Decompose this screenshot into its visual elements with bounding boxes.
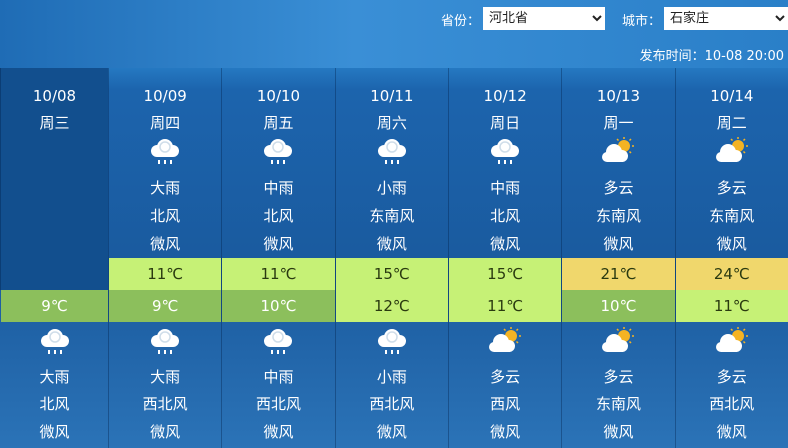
publish-time: 发布时间：10-08 20:00	[639, 49, 784, 64]
night-weather: 大雨	[39, 368, 70, 386]
date: 10/08	[32, 87, 77, 105]
weekday: 周四	[150, 114, 181, 132]
rain-icon	[261, 136, 295, 170]
high-temp: 15℃	[448, 258, 562, 290]
low-temp: 9℃	[109, 290, 222, 322]
weekday: 周五	[263, 114, 294, 132]
low-temp: 10℃	[222, 290, 335, 322]
low-temp: 11℃	[448, 290, 562, 322]
date: 10/13	[596, 87, 641, 105]
day-column: 10/14 周二 多云 东南风 微风 24℃ 11℃ 多云 西北风 微风	[674, 68, 788, 448]
high-temp: 11℃	[222, 258, 335, 290]
night-weather: 多云	[490, 368, 521, 386]
weekday: 周三	[39, 114, 70, 132]
night-weather: 多云	[603, 368, 634, 386]
day-wind-force: 微风	[716, 235, 747, 253]
city-select[interactable]: 石家庄	[664, 7, 788, 30]
date: 10/09	[143, 87, 187, 105]
day-weather: 小雨	[376, 179, 407, 197]
night-wind: 西北风	[142, 395, 188, 413]
night-wind-force: 微风	[716, 423, 747, 441]
rain-icon	[375, 326, 409, 360]
day-weather: 多云	[716, 179, 747, 197]
night-wind: 东南风	[595, 395, 641, 413]
night-wind-force: 微风	[376, 423, 407, 441]
day-column: 10/09 周四 大雨 北风 微风 11℃ 9℃ 大雨 西北风 微风	[108, 68, 222, 448]
day-wind: 北风	[490, 207, 521, 225]
day-wind: 东南风	[369, 207, 415, 225]
high-temp: 24℃	[675, 258, 788, 290]
high-temp: 21℃	[562, 258, 675, 290]
rain-icon	[148, 136, 182, 170]
night-weather: 中雨	[263, 368, 294, 386]
partly-cloudy-icon	[600, 326, 636, 360]
partly-cloudy-icon	[714, 136, 750, 170]
day-weather: 中雨	[490, 179, 521, 197]
night-wind-force: 微风	[603, 423, 634, 441]
rain-icon	[375, 136, 409, 170]
night-wind: 西风	[490, 395, 521, 413]
rain-icon	[38, 326, 72, 360]
weekday: 周一	[603, 114, 634, 132]
day-column: 10/12 周日 中雨 北风 微风 15℃ 11℃ 多云 西风 微风	[447, 68, 562, 448]
night-wind-force: 微风	[263, 423, 294, 441]
night-wind: 西北风	[369, 395, 415, 413]
rain-icon	[148, 326, 182, 360]
partly-cloudy-icon	[487, 326, 523, 360]
header-bar: 省份： 河北省 城市： 石家庄 发布时间：10-08 20:00	[0, 0, 788, 68]
day-wind: 北风	[263, 207, 294, 225]
night-wind: 西北风	[709, 395, 755, 413]
partly-cloudy-icon	[714, 326, 750, 360]
date: 10/12	[483, 87, 527, 105]
province-select[interactable]: 河北省	[483, 7, 605, 30]
low-temp: 11℃	[675, 290, 788, 322]
rain-icon	[488, 136, 522, 170]
night-wind: 西北风	[255, 395, 301, 413]
low-temp: 10℃	[562, 290, 675, 322]
day-column: 10/11 周六 小雨 东南风 微风 15℃ 12℃ 小雨 西北风 微风	[334, 68, 448, 448]
night-wind-force: 微风	[39, 423, 70, 441]
day-wind-force: 微风	[490, 235, 521, 253]
day-wind: 东南风	[595, 207, 641, 225]
weekday: 周二	[716, 114, 747, 132]
day-weather: 中雨	[263, 179, 294, 197]
day-weather: 多云	[603, 179, 634, 197]
high-temp: 15℃	[335, 258, 448, 290]
night-wind: 北风	[39, 395, 70, 413]
day-wind: 北风	[150, 207, 181, 225]
day-wind-force: 微风	[263, 235, 294, 253]
date: 10/11	[370, 87, 414, 105]
day-wind-force: 微风	[150, 235, 181, 253]
night-weather: 多云	[716, 368, 747, 386]
day-column: 10/08 周三 9℃ 大雨北风微风	[0, 68, 108, 441]
day-wind: 东南风	[709, 207, 755, 225]
night-weather: 小雨	[376, 368, 407, 386]
low-temp: 12℃	[335, 290, 448, 322]
night-wind-force: 微风	[150, 423, 181, 441]
night-wind-force: 微风	[490, 423, 521, 441]
low-temp: 9℃	[1, 290, 108, 322]
day-wind-force: 微风	[603, 235, 634, 253]
rain-icon	[261, 326, 295, 360]
province-label: 省份：	[441, 14, 481, 29]
weekday: 周六	[376, 114, 407, 132]
day-wind-force: 微风	[376, 235, 407, 253]
high-temp: 11℃	[109, 258, 222, 290]
night-weather: 大雨	[150, 368, 181, 386]
day-column: 10/13 周一 多云 东南风 微风 21℃ 10℃ 多云 东南风 微风	[561, 68, 675, 448]
date: 10/14	[710, 87, 754, 105]
date: 10/10	[256, 87, 301, 105]
day-column: 10/10 周五 中雨 北风 微风 11℃ 10℃ 中雨 西北风 微风	[221, 68, 335, 448]
city-label: 城市：	[622, 14, 662, 29]
partly-cloudy-icon	[600, 136, 636, 170]
day-weather: 大雨	[150, 179, 181, 197]
weekday: 周日	[490, 114, 521, 132]
